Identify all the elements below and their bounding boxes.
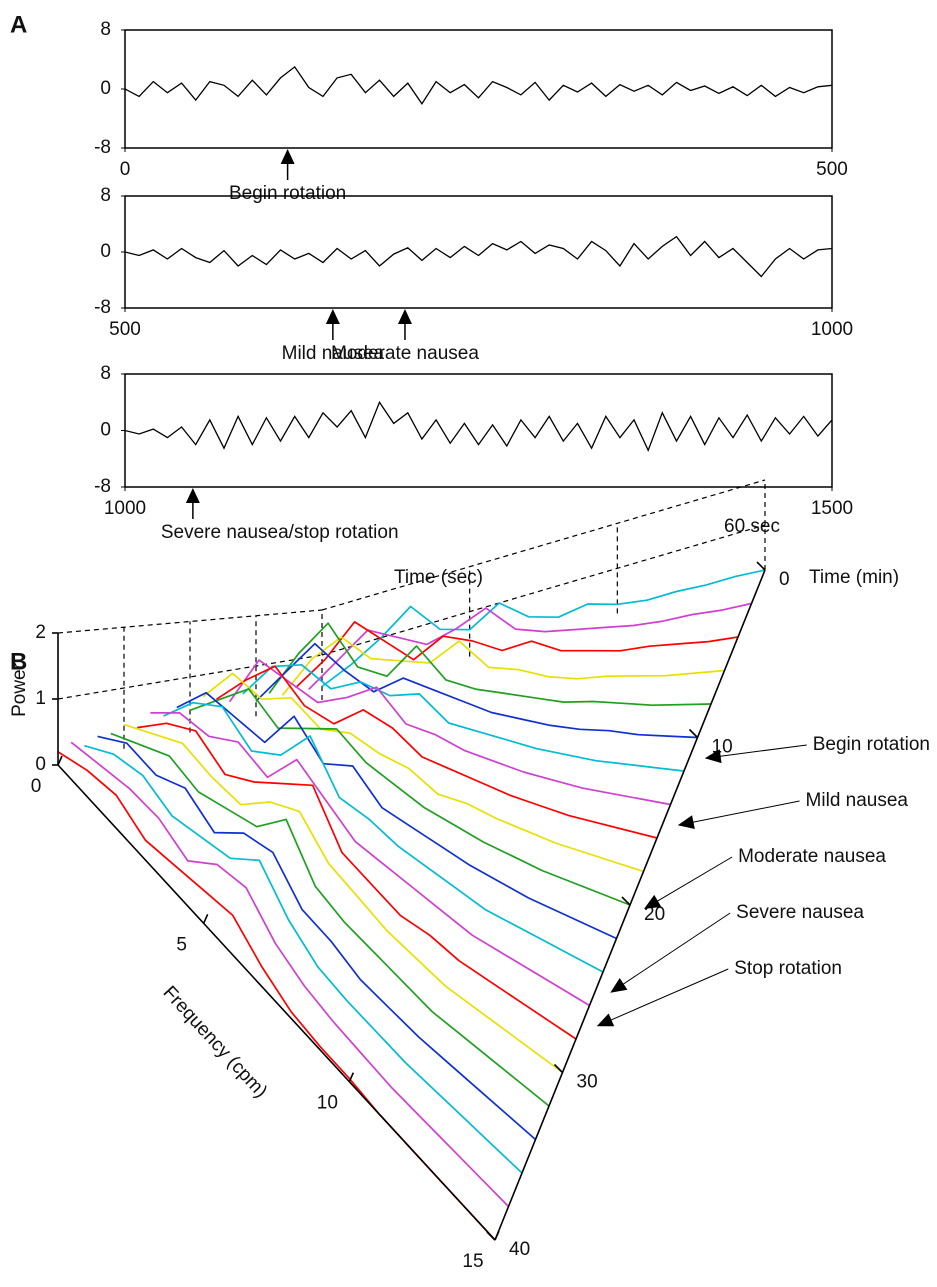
y-tick-label: 0 — [100, 241, 111, 262]
grid-line — [321, 524, 766, 656]
x-tick — [57, 755, 63, 766]
x-axis-label: Frequency (cpm) — [159, 982, 272, 1102]
spectrum-line — [163, 701, 604, 973]
x-tick-label: 500 — [109, 319, 141, 340]
spectrum-line — [255, 642, 698, 739]
spectrum-line — [150, 712, 590, 1007]
spectrum-line — [242, 663, 685, 772]
spectrum-line — [137, 722, 577, 1040]
plot-frame — [124, 373, 833, 488]
y-tick-label: 8 — [100, 363, 111, 384]
y-tick-label: 30 — [577, 1072, 598, 1093]
x-tick-label: 1500 — [811, 498, 853, 519]
x-tick-label: 10 — [317, 1093, 338, 1114]
signal-trace — [124, 400, 833, 452]
event-label: Stop rotation — [734, 958, 842, 979]
event-arrow-head — [280, 149, 295, 164]
y-tick — [486, 1231, 496, 1241]
spectrum-line — [321, 569, 766, 688]
grid-line — [57, 609, 323, 634]
event-label: Moderate nausea — [738, 846, 886, 867]
panel-label: B — [10, 648, 27, 675]
event-arrow-head — [677, 815, 695, 829]
y-tick — [553, 1063, 564, 1074]
spectrum-line — [228, 659, 671, 806]
event-arrow-head — [397, 309, 412, 324]
x-tick-label: 15 — [462, 1251, 483, 1272]
y-tick-label: 20 — [644, 904, 665, 925]
x-tick-label: 1000 — [811, 319, 853, 340]
spectrum-line — [268, 622, 712, 707]
y-tick — [756, 561, 766, 571]
event-label: Mild nausea — [806, 790, 909, 811]
x-tick — [202, 914, 209, 924]
y-tick — [621, 896, 631, 906]
spectrum-line — [215, 665, 658, 839]
event-arrow-head — [610, 978, 628, 993]
event-label: Severe nausea/stop rotation — [161, 522, 399, 543]
y-tick-label: 0 — [100, 78, 111, 99]
spectrum-line — [123, 723, 564, 1074]
spectrum-line — [281, 636, 725, 696]
spectrum-line — [202, 672, 644, 873]
y-tick-label: -8 — [94, 297, 111, 318]
y-tick-label: 8 — [100, 185, 111, 206]
y-tick-label: 0 — [100, 420, 111, 441]
signal-trace — [124, 235, 833, 278]
x-tick-label: 1000 — [104, 498, 146, 519]
signal-trace — [124, 65, 833, 105]
spectrum-line — [295, 621, 739, 689]
event-label: Moderate nausea — [331, 343, 479, 364]
event-leader — [716, 744, 807, 758]
plot-frame — [124, 195, 833, 309]
y-tick-label: 8 — [100, 19, 111, 40]
x-tick-label: 500 — [816, 159, 848, 180]
event-leader — [607, 968, 729, 1022]
event-leader — [689, 800, 800, 824]
event-arrow-head — [185, 488, 200, 503]
spectrum-line — [110, 732, 550, 1107]
x-tick — [348, 1072, 355, 1082]
event-label: Severe nausea — [736, 902, 864, 923]
frequency-axis — [57, 764, 496, 1241]
spectrum-line — [176, 691, 617, 940]
spectrum-line — [97, 735, 537, 1141]
z-tick-label: 0 — [35, 754, 46, 775]
spectrum-line — [189, 688, 631, 906]
z-axis-label: Power — [9, 662, 30, 717]
y-tick-label: -8 — [94, 476, 111, 497]
event-arrow-head — [325, 309, 340, 324]
event-label: Begin rotation — [813, 734, 930, 755]
event-arrow-head — [596, 1013, 615, 1027]
panel-label: A — [10, 11, 27, 38]
x-tick-label: 5 — [176, 934, 187, 955]
x-axis-label: Time (sec) — [394, 567, 483, 588]
z-tick-label: 2 — [35, 622, 46, 643]
event-arrow-head — [704, 749, 722, 764]
x-tick-label: 0 — [31, 776, 42, 797]
spectrum-line — [308, 602, 752, 691]
plot-frame — [124, 29, 833, 149]
grid-line — [321, 479, 766, 611]
y-tick — [688, 728, 699, 739]
y-tick-label: 40 — [509, 1239, 530, 1260]
x-tick — [494, 1230, 500, 1241]
spectrum-line — [84, 744, 523, 1174]
event-label: Begin rotation — [229, 183, 346, 204]
spectrum-line — [57, 751, 496, 1241]
event-leader — [654, 856, 733, 904]
scale-label: 60 sec — [724, 516, 780, 537]
x-tick-label: 0 — [120, 159, 131, 180]
event-arrow-head — [644, 894, 662, 909]
spectrum-line — [70, 741, 510, 1208]
y-tick-label: -8 — [94, 137, 111, 158]
event-label: Mild nausea — [282, 343, 385, 364]
y-axis-label: Time (min) — [809, 567, 899, 588]
event-leader — [619, 912, 731, 987]
z-tick-label: 1 — [35, 688, 46, 709]
y-tick-label: 0 — [779, 569, 790, 590]
